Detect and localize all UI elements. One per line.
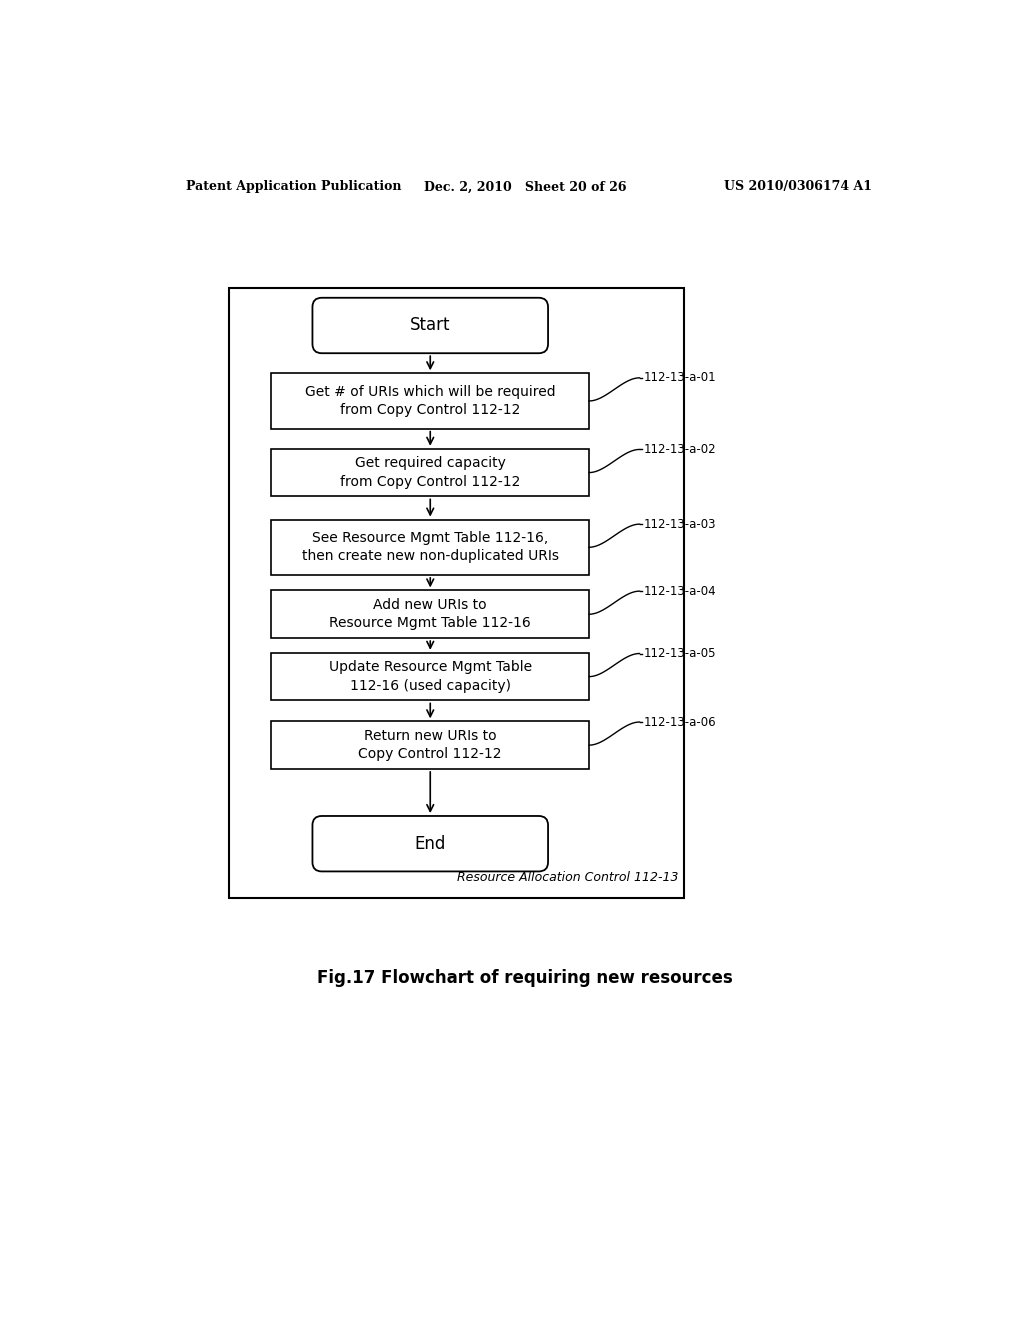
Text: Update Resource Mgmt Table
112-16 (used capacity): Update Resource Mgmt Table 112-16 (used … [329,660,531,693]
Text: End: End [415,834,445,853]
FancyBboxPatch shape [312,298,548,354]
Bar [271,449,589,496]
Text: Resource Allocation Control 112-13: Resource Allocation Control 112-13 [457,871,678,884]
Text: 112-13-a-01: 112-13-a-01 [644,371,717,384]
Bar [228,288,684,898]
Text: Get # of URIs which will be required
from Copy Control 112-12: Get # of URIs which will be required fro… [305,384,556,417]
FancyBboxPatch shape [312,816,548,871]
Bar [271,653,589,701]
Bar [271,590,589,638]
Text: 112-13-a-06: 112-13-a-06 [644,715,717,729]
Text: Start: Start [410,317,451,334]
Text: Patent Application Publication: Patent Application Publication [186,181,401,194]
Bar [271,374,589,429]
Text: 112-13-a-02: 112-13-a-02 [644,444,717,455]
Bar [271,520,589,576]
Text: 112-13-a-05: 112-13-a-05 [644,647,717,660]
Text: 112-13-a-04: 112-13-a-04 [644,585,717,598]
Text: Fig.17 Flowchart of requiring new resources: Fig.17 Flowchart of requiring new resour… [316,969,733,987]
Text: 112-13-a-03: 112-13-a-03 [644,517,717,531]
Text: Add new URIs to
Resource Mgmt Table 112-16: Add new URIs to Resource Mgmt Table 112-… [330,598,531,631]
Text: See Resource Mgmt Table 112-16,
then create new non-duplicated URIs: See Resource Mgmt Table 112-16, then cre… [302,531,559,564]
Text: Get required capacity
from Copy Control 112-12: Get required capacity from Copy Control … [340,457,520,488]
Bar [271,721,589,770]
Text: Return new URIs to
Copy Control 112-12: Return new URIs to Copy Control 112-12 [358,729,502,762]
Text: Dec. 2, 2010   Sheet 20 of 26: Dec. 2, 2010 Sheet 20 of 26 [424,181,626,194]
Text: US 2010/0306174 A1: US 2010/0306174 A1 [724,181,872,194]
